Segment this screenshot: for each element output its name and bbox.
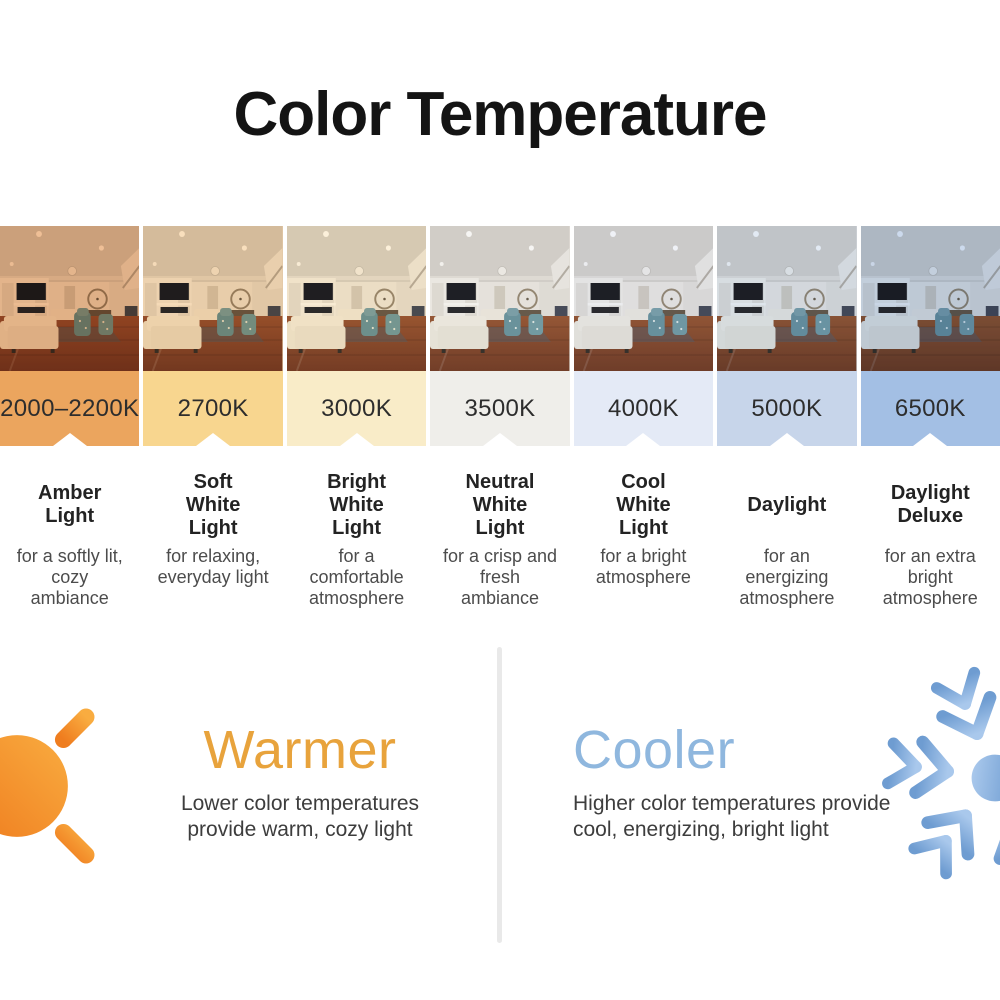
light-name: Soft White Light [185,470,241,539]
light-name: Neutral White Light [465,470,535,539]
kelvin-band: 5000K [717,371,857,446]
kelvin-label: 3000K [321,394,393,422]
light-description: for a crisp and fresh ambiance [442,546,558,609]
band-notch [196,433,231,446]
section-divider [497,647,502,943]
kelvin-band: 6500K [860,371,1000,446]
room-photo [860,226,1000,371]
light-name: Daylight Deluxe [890,482,970,527]
light-description: for a bright atmosphere [595,546,691,588]
column-4000k: 4000K Cool White Light for a bright atmo… [573,226,714,616]
column-3500k: 3500K Neutral White Light for a crisp an… [430,226,570,616]
room-photo [143,226,283,371]
cooler-section: Cooler Higher color temperatures provide… [573,723,893,842]
kelvin-label: 2700K [177,394,249,422]
room-photo [717,226,857,371]
room-photo [0,226,140,371]
warmer-heading: Warmer [203,720,397,780]
kelvin-band: 4000K [573,371,714,446]
temperature-columns: 2000–2200K Amber Light for a softly lit,… [0,226,1000,616]
light-name: Cool White Light [616,470,671,539]
kelvin-band: 2700K [143,371,283,446]
cooler-description: Higher color temperatures provide cool, … [573,792,891,841]
room-photo [286,226,427,371]
snowflake-icon [881,666,1000,886]
light-description: for relaxing, everyday light [157,546,269,588]
light-description: for an extra bright atmosphere [882,546,978,609]
sun-icon [0,680,123,892]
column-2700k: 2700K Soft White Light for relaxing, eve… [143,226,283,616]
kelvin-label: 4000K [607,394,679,422]
kelvin-band: 3500K [430,371,570,446]
light-name: Daylight [747,493,827,516]
room-photo [573,226,714,371]
kelvin-label: 2000–2200K [0,394,140,422]
page-title: Color Temperature [233,80,767,149]
column-3000k: 3000K Bright White Light for a comfortab… [286,226,427,616]
column-2000-2200k: 2000–2200K Amber Light for a softly lit,… [0,226,140,616]
light-description: for a softly lit, cozy ambiance [16,546,123,609]
light-name: Bright White Light [327,470,386,539]
band-notch [913,433,948,446]
kelvin-band: 2000–2200K [0,371,140,446]
band-notch [339,433,374,446]
column-6500k: 6500K Daylight Deluxe for an extra brigh… [860,226,1000,616]
band-notch [626,433,661,446]
kelvin-band: 3000K [286,371,427,446]
temperature-legend: Warmer Lower color temperatures provide … [0,645,1000,945]
light-name: Amber Light [38,482,102,527]
cooler-heading: Cooler [573,720,736,780]
kelvin-label: 6500K [894,394,966,422]
room-photo [430,226,570,371]
band-notch [769,433,804,446]
warmer-section: Warmer Lower color temperatures provide … [155,723,445,842]
kelvin-label: 3500K [464,394,536,422]
warmer-description: Lower color temperatures provide warm, c… [180,792,420,841]
band-notch [482,433,517,446]
light-description: for a comfortable atmosphere [309,546,405,609]
column-5000k: 5000K Daylight for an energizing atmosph… [717,226,857,616]
kelvin-label: 5000K [751,394,823,422]
light-description: for an energizing atmosphere [739,546,835,609]
band-notch [52,433,87,446]
